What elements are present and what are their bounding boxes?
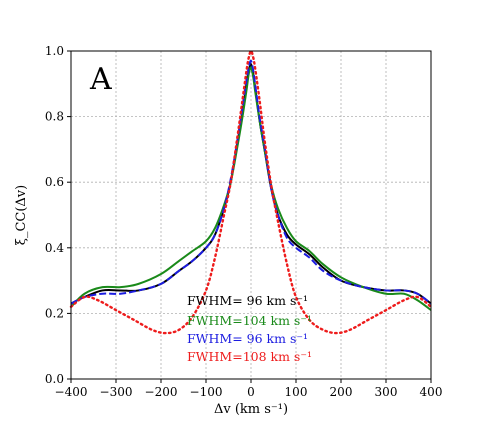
axis-ticks: −400 −300 −200 −100 0 100 200 300 400 0.0 0.2 0.4 0.… bbox=[45, 44, 443, 399]
y-tick-label: 0.2 bbox=[45, 306, 64, 320]
series-lines bbox=[69, 49, 433, 335]
x-tick-label: −100 bbox=[190, 385, 223, 399]
grid bbox=[70, 50, 432, 380]
y-tick-label: 0.6 bbox=[45, 175, 64, 189]
x-tick-label: −400 bbox=[55, 385, 88, 399]
y-tick-label: 1.0 bbox=[45, 44, 64, 58]
legend-entry-4: FWHM=108 km s⁻¹ bbox=[187, 349, 312, 364]
y-axis-label: ξ_CC(Δv) bbox=[14, 185, 29, 245]
y-tick-label: 0.4 bbox=[45, 241, 64, 255]
x-tick-label: 200 bbox=[330, 385, 353, 399]
series-line-1 bbox=[70, 63, 432, 305]
x-axis-label: Δv (km s⁻¹) bbox=[214, 402, 288, 417]
legend-entry-1: FWHM= 96 km s⁻¹ bbox=[187, 293, 308, 308]
series-line-4 bbox=[69, 49, 433, 335]
x-tick-label: 300 bbox=[375, 385, 398, 399]
legend-entry-3: FWHM= 96 km s⁻¹ bbox=[187, 331, 308, 346]
fwhm-legend: FWHM= 96 km s⁻¹ FWHM=104 km s⁻¹ FWHM= 96 k… bbox=[187, 293, 312, 364]
series-line-3 bbox=[70, 59, 432, 305]
x-tick-label: 0 bbox=[247, 385, 255, 399]
legend-entry-2: FWHM=104 km s⁻¹ bbox=[187, 313, 312, 328]
y-tick-label: 0.8 bbox=[45, 110, 64, 124]
x-tick-label: −200 bbox=[145, 385, 178, 399]
series-line-2 bbox=[70, 66, 432, 311]
x-tick-label: −300 bbox=[100, 385, 133, 399]
panel-label: A bbox=[89, 62, 112, 97]
x-tick-label: 400 bbox=[420, 385, 443, 399]
y-tick-label: 0.0 bbox=[45, 372, 64, 386]
x-tick-label: 100 bbox=[285, 385, 308, 399]
